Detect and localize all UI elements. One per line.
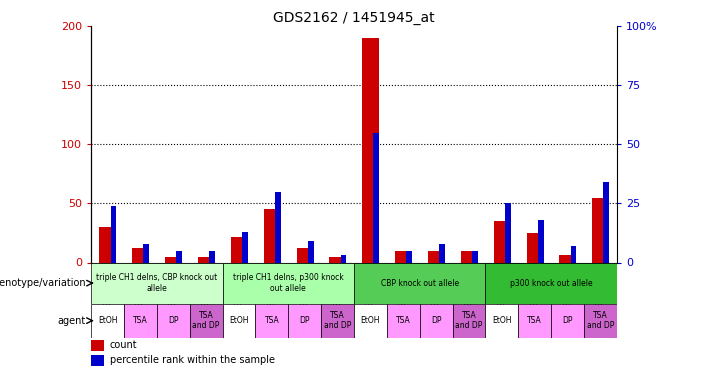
Bar (321, 304, 354, 338)
Bar (124, 304, 157, 338)
Text: TSA: TSA (396, 316, 411, 325)
Text: genotype/variation: genotype/variation (0, 278, 86, 288)
Title: GDS2162 / 1451945_at: GDS2162 / 1451945_at (273, 11, 435, 25)
Text: EtOH: EtOH (492, 316, 512, 325)
Bar (198, 256, 215, 262)
Bar (165, 256, 182, 262)
Bar (132, 248, 149, 262)
Bar (223, 262, 354, 304)
Bar (494, 221, 510, 262)
Bar (374, 132, 379, 262)
Bar (190, 304, 223, 338)
Text: p300 knock out allele: p300 knock out allele (510, 279, 592, 288)
Bar (264, 209, 280, 262)
Bar (584, 304, 617, 338)
Bar (472, 251, 478, 262)
Bar (288, 304, 321, 338)
Bar (255, 304, 288, 338)
Text: EtOH: EtOH (361, 316, 380, 325)
Bar (551, 304, 584, 338)
Bar (100, 227, 116, 262)
Bar (297, 248, 313, 262)
Text: TSA
and DP: TSA and DP (193, 311, 220, 330)
Bar (91, 340, 104, 351)
Bar (354, 304, 387, 338)
Bar (407, 251, 412, 262)
Bar (275, 192, 280, 262)
Bar (242, 232, 248, 262)
Text: triple CH1 delns, CBP knock out
allele: triple CH1 delns, CBP knock out allele (96, 273, 217, 293)
Bar (604, 182, 609, 262)
Text: triple CH1 delns, p300 knock
out allele: triple CH1 delns, p300 knock out allele (233, 273, 343, 293)
Bar (91, 304, 124, 338)
Text: TSA
and DP: TSA and DP (587, 311, 614, 330)
Text: TSA: TSA (264, 316, 279, 325)
Bar (439, 244, 445, 262)
Text: percentile rank within the sample: percentile rank within the sample (109, 355, 275, 365)
Bar (505, 203, 511, 262)
Bar (420, 304, 453, 338)
Text: TSA: TSA (527, 316, 542, 325)
Text: CBP knock out allele: CBP knock out allele (381, 279, 458, 288)
Bar (157, 304, 190, 338)
Bar (144, 244, 149, 262)
Text: DP: DP (431, 316, 442, 325)
Bar (209, 251, 215, 262)
Text: TSA
and DP: TSA and DP (324, 311, 351, 330)
Bar (592, 198, 608, 262)
Bar (428, 251, 444, 262)
Bar (453, 304, 485, 338)
Bar (362, 38, 379, 262)
Bar (387, 304, 420, 338)
Bar (485, 304, 518, 338)
Text: DP: DP (168, 316, 179, 325)
Text: TSA: TSA (133, 316, 148, 325)
Bar (231, 237, 247, 262)
Bar (341, 255, 346, 262)
Bar (526, 233, 543, 262)
Text: DP: DP (562, 316, 573, 325)
Bar (354, 262, 485, 304)
Text: TSA
and DP: TSA and DP (456, 311, 483, 330)
Bar (395, 251, 411, 262)
Bar (518, 304, 551, 338)
Text: DP: DP (299, 316, 310, 325)
Bar (223, 304, 255, 338)
Bar (485, 262, 617, 304)
Bar (91, 262, 223, 304)
Bar (176, 251, 182, 262)
Bar (571, 246, 576, 262)
Bar (329, 256, 346, 262)
Bar (538, 220, 543, 262)
Text: count: count (109, 340, 137, 350)
Text: EtOH: EtOH (229, 316, 249, 325)
Bar (111, 206, 116, 262)
Bar (461, 251, 477, 262)
Bar (308, 241, 313, 262)
Text: EtOH: EtOH (98, 316, 117, 325)
Bar (91, 355, 104, 366)
Bar (559, 255, 576, 262)
Text: agent: agent (57, 316, 86, 326)
